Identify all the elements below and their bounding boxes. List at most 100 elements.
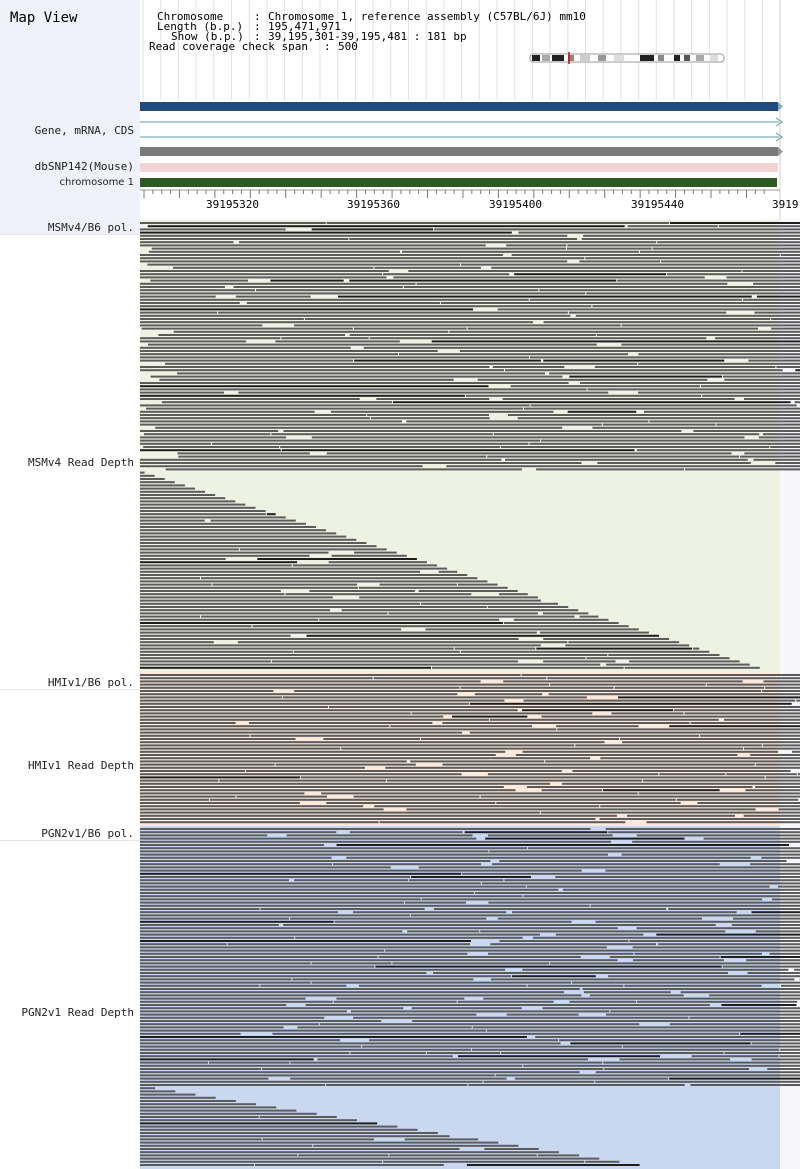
read [266,513,276,516]
read [485,837,685,840]
read [140,866,391,869]
chromosome-bar [140,178,777,187]
read [483,1080,595,1083]
read [367,414,490,416]
ideogram-band [658,55,664,61]
ideogram-band [598,55,606,61]
read [557,728,800,731]
read [540,811,800,814]
read [140,901,404,904]
read [746,959,800,962]
read [492,366,565,368]
read [522,968,789,971]
read [587,388,800,391]
read [349,831,463,834]
read [227,943,471,946]
read [218,311,568,314]
read [140,561,298,564]
read [140,1148,460,1150]
read [555,933,644,936]
read [559,1039,800,1042]
read [140,238,349,240]
read [140,847,528,850]
read [237,641,568,644]
read [408,270,742,272]
read [549,372,800,375]
read [311,436,745,439]
read [674,709,800,712]
read [763,680,800,683]
ideogram-band [674,55,680,61]
read [350,1010,610,1013]
read [621,324,800,327]
read [622,741,800,744]
read [140,510,266,512]
read [740,1032,800,1035]
info-chromosome-value: Chromosome 1, reference assembly (C57BL/… [268,10,586,23]
read [474,693,543,696]
read [627,225,718,228]
read [140,696,282,699]
read [271,660,519,663]
read [513,618,609,621]
read [404,1138,479,1141]
ideogram-band [552,55,564,61]
read [579,260,661,263]
read [140,898,421,901]
read [522,709,674,712]
read [468,1084,685,1086]
read [583,991,671,994]
read [140,449,281,452]
read [140,1164,254,1166]
read [140,545,377,548]
read [755,930,800,933]
read [595,920,800,923]
read [140,558,226,560]
read [504,879,800,882]
read [304,318,771,320]
read [543,359,725,362]
read [140,690,274,692]
read [539,289,800,292]
read [606,1013,800,1016]
track-label-chromosome: chromosome 1 [59,177,134,188]
tick-label: 39195400 [489,198,542,211]
read [684,712,800,715]
read [794,968,800,971]
read [589,994,684,997]
read [792,750,800,753]
read [140,773,462,776]
read [541,789,602,792]
read [140,519,205,522]
read [140,725,390,728]
read [140,844,324,846]
info-coverage-key: Read coverage check span [149,40,308,53]
read [567,244,800,247]
read [281,449,635,452]
chromosome-ideogram[interactable] [528,52,728,64]
read [608,831,800,834]
read [508,414,800,416]
read [140,1010,347,1013]
read [685,468,800,471]
read [332,863,482,866]
ideogram-band [542,55,550,61]
read [140,474,155,477]
read [750,754,800,756]
read [140,709,518,712]
read [140,615,201,618]
read [140,234,568,237]
read [294,690,762,692]
read [619,738,800,740]
read [140,927,618,930]
read [151,247,566,250]
read [407,930,480,933]
read [543,638,670,640]
read [140,663,601,666]
read [369,1039,559,1042]
read [140,359,354,362]
info-chromosome-sep: : [254,10,261,23]
read [569,375,722,378]
read [349,279,617,282]
